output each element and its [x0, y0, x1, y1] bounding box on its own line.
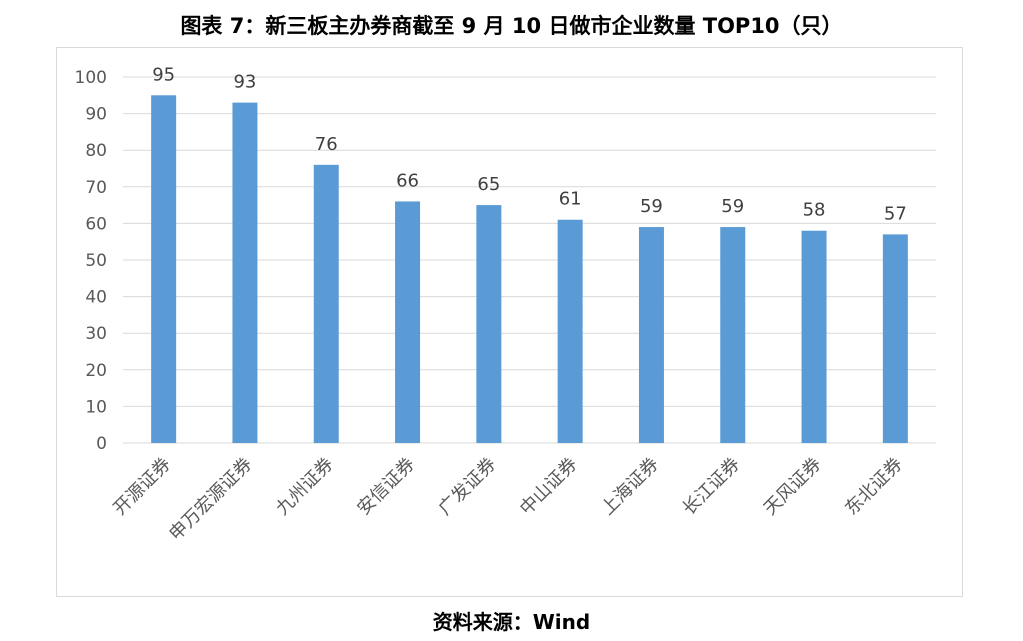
bar: [313, 164, 339, 443]
y-tick-label: 10: [85, 397, 107, 417]
bar: [151, 95, 177, 444]
x-tick-label: 天风证券: [760, 454, 826, 520]
y-tick-label: 80: [85, 141, 107, 161]
x-tick-label: 开源证券: [109, 454, 175, 520]
x-tick-label: 长江证券: [679, 454, 745, 520]
y-tick-label: 100: [75, 68, 107, 88]
x-tick-label: 上海证券: [597, 454, 663, 520]
y-tick-label: 50: [85, 251, 107, 271]
bar: [801, 230, 827, 443]
data-label: 93: [233, 72, 256, 93]
x-tick-label: 九州证券: [272, 454, 338, 520]
data-label: 95: [152, 64, 175, 85]
y-tick-label: 70: [85, 178, 107, 198]
data-label: 59: [721, 196, 744, 217]
data-label: 59: [640, 196, 663, 217]
bars: [151, 95, 908, 444]
bar: [557, 219, 583, 443]
data-label: 61: [559, 189, 582, 210]
source-note: 资料来源：Wind: [432, 610, 591, 634]
y-tick-label: 30: [85, 324, 107, 344]
bar: [720, 227, 746, 443]
chart-title: 图表 7：新三板主办券商截至 9 月 10 日做市企业数量 TOP10（只）: [180, 14, 843, 38]
data-label: 65: [477, 174, 500, 195]
data-label: 66: [396, 170, 419, 191]
bar: [395, 201, 421, 443]
x-tick-label: 东北证券: [841, 454, 907, 520]
y-tick-label: 20: [85, 361, 107, 381]
chart-frame: [56, 47, 963, 597]
y-axis-ticks: 0 10 20 30 40 50 60 70 80 90 100: [75, 68, 107, 454]
data-label: 58: [803, 200, 826, 221]
data-labels: 95 93 76 66 65 61 59 59 58 57: [152, 64, 907, 224]
y-tick-label: 0: [96, 434, 107, 454]
bar: [882, 234, 908, 443]
y-tick-label: 40: [85, 288, 107, 308]
data-label: 76: [315, 134, 338, 155]
x-tick-label: 安信证券: [353, 454, 419, 520]
bar: [476, 205, 502, 443]
y-tick-label: 60: [85, 214, 107, 234]
gridlines: [123, 76, 936, 444]
bar: [232, 102, 258, 444]
y-tick-label: 90: [85, 105, 107, 125]
x-tick-label: 广发证券: [435, 454, 501, 520]
x-tick-label: 中山证券: [516, 454, 582, 520]
x-tick-label: 申万宏源证券: [165, 454, 256, 545]
data-label: 57: [884, 203, 907, 224]
bar: [638, 227, 664, 443]
